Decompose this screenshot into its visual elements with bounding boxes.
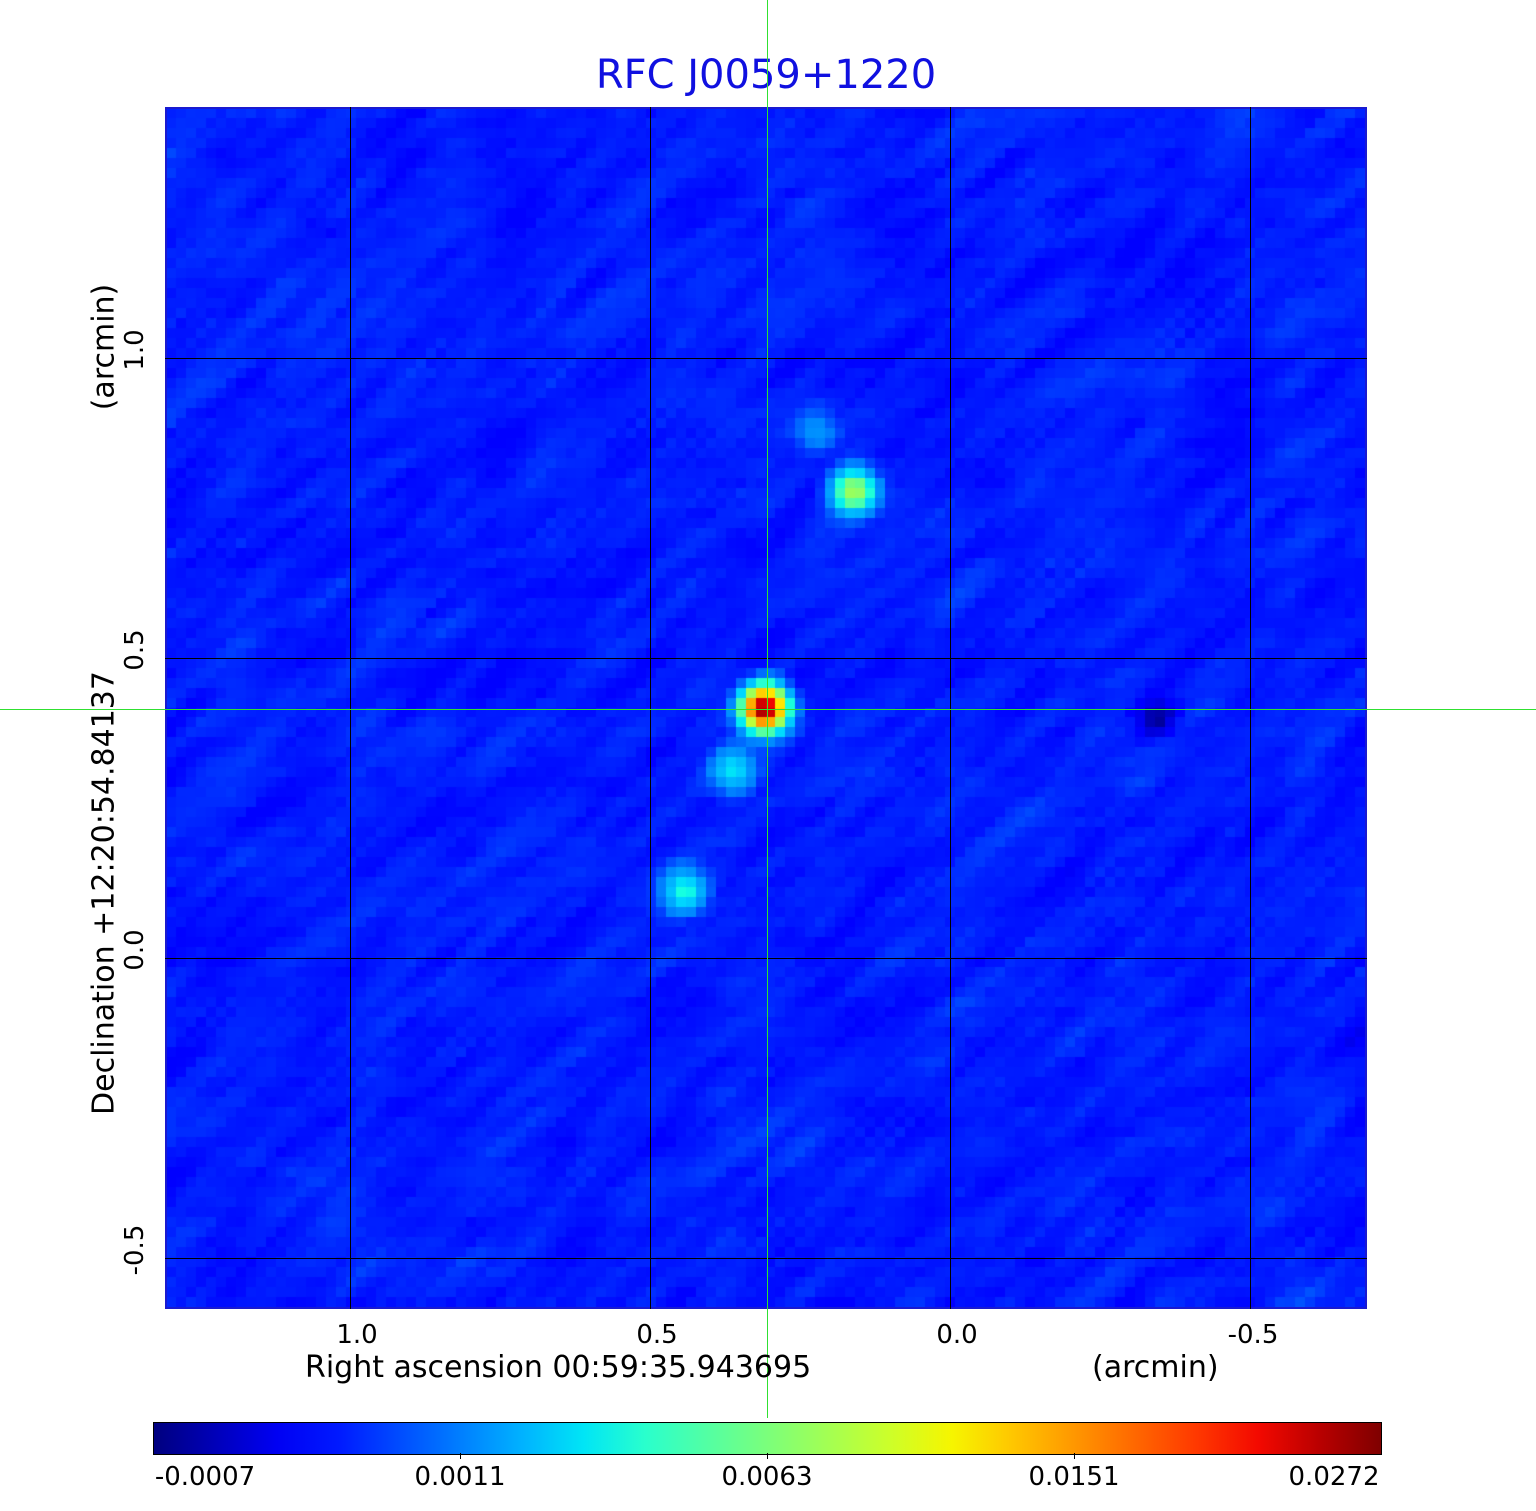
x-axis-label: Right ascension 00:59:35.943695 [305, 1350, 812, 1385]
grid-line-x [650, 107, 651, 1309]
colorbar-tick-label: 0.0063 [721, 1462, 813, 1492]
image-plot-area[interactable] [165, 107, 1367, 1309]
grid-line-y [165, 958, 1367, 959]
colorbar-tick-label: -0.0007 [154, 1462, 256, 1492]
radio-intensity-map [167, 109, 1365, 1307]
x-tick-label: 0.5 [636, 1320, 678, 1350]
grid-line-x [950, 107, 951, 1309]
y-axis-label: Declination +12:20:54.84137 [86, 671, 122, 1115]
y-tick-label: -0.5 [120, 1224, 150, 1276]
colorbar-tick-label: 0.0151 [1028, 1462, 1120, 1492]
y-tick-label: 1.0 [120, 329, 150, 371]
x-tick-label: 0.0 [936, 1320, 978, 1350]
colorbar-tick [767, 1453, 768, 1459]
x-tick-label: 1.0 [336, 1320, 378, 1350]
grid-line-y [165, 358, 1367, 359]
colorbar-tick-label: 0.0011 [414, 1462, 506, 1492]
x-axis-unit: (arcmin) [1092, 1350, 1219, 1385]
x-tick-label: -0.5 [1227, 1320, 1279, 1350]
colorbar [153, 1422, 1382, 1455]
y-tick-label: 0.5 [120, 629, 150, 671]
grid-line-x [350, 107, 351, 1309]
crosshair-horizontal [0, 709, 1536, 710]
plot-title: RFC J0059+1220 [595, 52, 937, 98]
colorbar-tick-label: 0.0272 [1288, 1462, 1380, 1492]
y-tick-label: 0.0 [120, 929, 150, 971]
colorbar-tick [460, 1453, 461, 1459]
colorbar-tick [1074, 1453, 1075, 1459]
grid-line-y [165, 1258, 1367, 1259]
y-axis-unit: (arcmin) [86, 283, 122, 411]
grid-line-x [1250, 107, 1251, 1309]
grid-line-y [165, 658, 1367, 659]
